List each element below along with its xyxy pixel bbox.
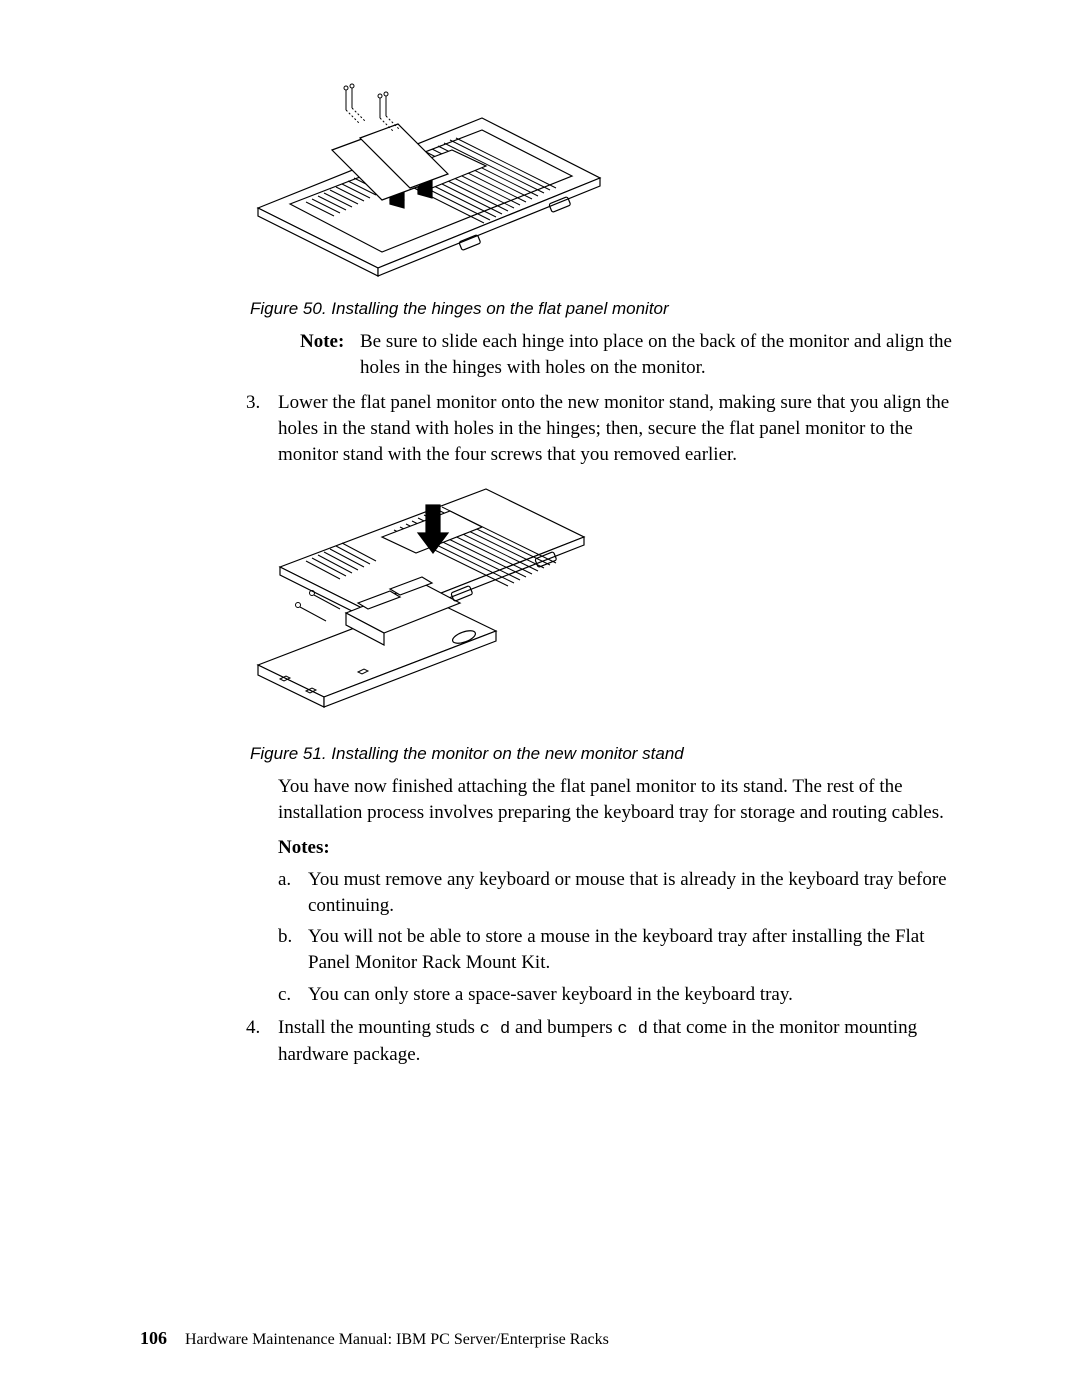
note-b-text: You will not be able to store a mouse in… <box>308 924 960 975</box>
note-text: Be sure to slide each hinge into place o… <box>360 329 960 380</box>
step-3: 3. Lower the flat panel monitor onto the… <box>246 390 960 467</box>
figure-51-caption-text: Installing the monitor on the new monito… <box>331 744 683 763</box>
step-4-text: Install the mounting studs c d and bumpe… <box>278 1015 960 1068</box>
footer-page-number: 106 <box>140 1328 167 1348</box>
step-4-marker: 4. <box>246 1015 278 1068</box>
post-figure-51-paragraph: You have now finished attaching the flat… <box>278 774 960 825</box>
figure-50-svg <box>250 80 610 280</box>
document-page: Figure 50. Installing the hinges on the … <box>0 0 1080 1397</box>
note-item-b: b. You will not be able to store a mouse… <box>278 924 960 975</box>
step-4-ref1: c d <box>480 1020 511 1039</box>
note-item-c: c. You can only store a space-saver keyb… <box>278 982 960 1008</box>
note-item-a: a. You must remove any keyboard or mouse… <box>278 867 960 918</box>
page-footer: 106 Hardware Maintenance Manual: IBM PC … <box>140 1326 609 1351</box>
figure-51-svg <box>250 475 610 725</box>
notes-heading: Notes: <box>278 835 960 861</box>
figure-51-caption: Figure 51. Installing the monitor on the… <box>250 743 960 766</box>
figure-50-image <box>250 80 960 280</box>
figure-50-caption: Figure 50. Installing the hinges on the … <box>250 298 960 321</box>
step-4-mid: and bumpers <box>510 1017 617 1038</box>
step-3-marker: 3. <box>246 390 278 467</box>
footer-text: Hardware Maintenance Manual: IBM PC Serv… <box>185 1331 609 1348</box>
note-c-marker: c. <box>278 982 308 1008</box>
note-b-marker: b. <box>278 924 308 975</box>
step-4-ref2: c d <box>617 1020 648 1039</box>
note-c-text: You can only store a space-saver keyboar… <box>308 982 960 1008</box>
figure-50-caption-text: Installing the hinges on the flat panel … <box>331 299 668 318</box>
figure-50-caption-prefix: Figure 50. <box>250 299 327 318</box>
step-3-text: Lower the flat panel monitor onto the ne… <box>278 390 960 467</box>
step-4-pre: Install the mounting studs <box>278 1017 480 1038</box>
note-a-marker: a. <box>278 867 308 918</box>
note-a-text: You must remove any keyboard or mouse th… <box>308 867 960 918</box>
note-after-figure-50: Note: Be sure to slide each hinge into p… <box>300 329 960 380</box>
figure-51-caption-prefix: Figure 51. <box>250 744 327 763</box>
note-label: Note: <box>300 329 360 380</box>
step-4: 4. Install the mounting studs c d and bu… <box>246 1015 960 1068</box>
figure-51-image <box>250 475 960 725</box>
